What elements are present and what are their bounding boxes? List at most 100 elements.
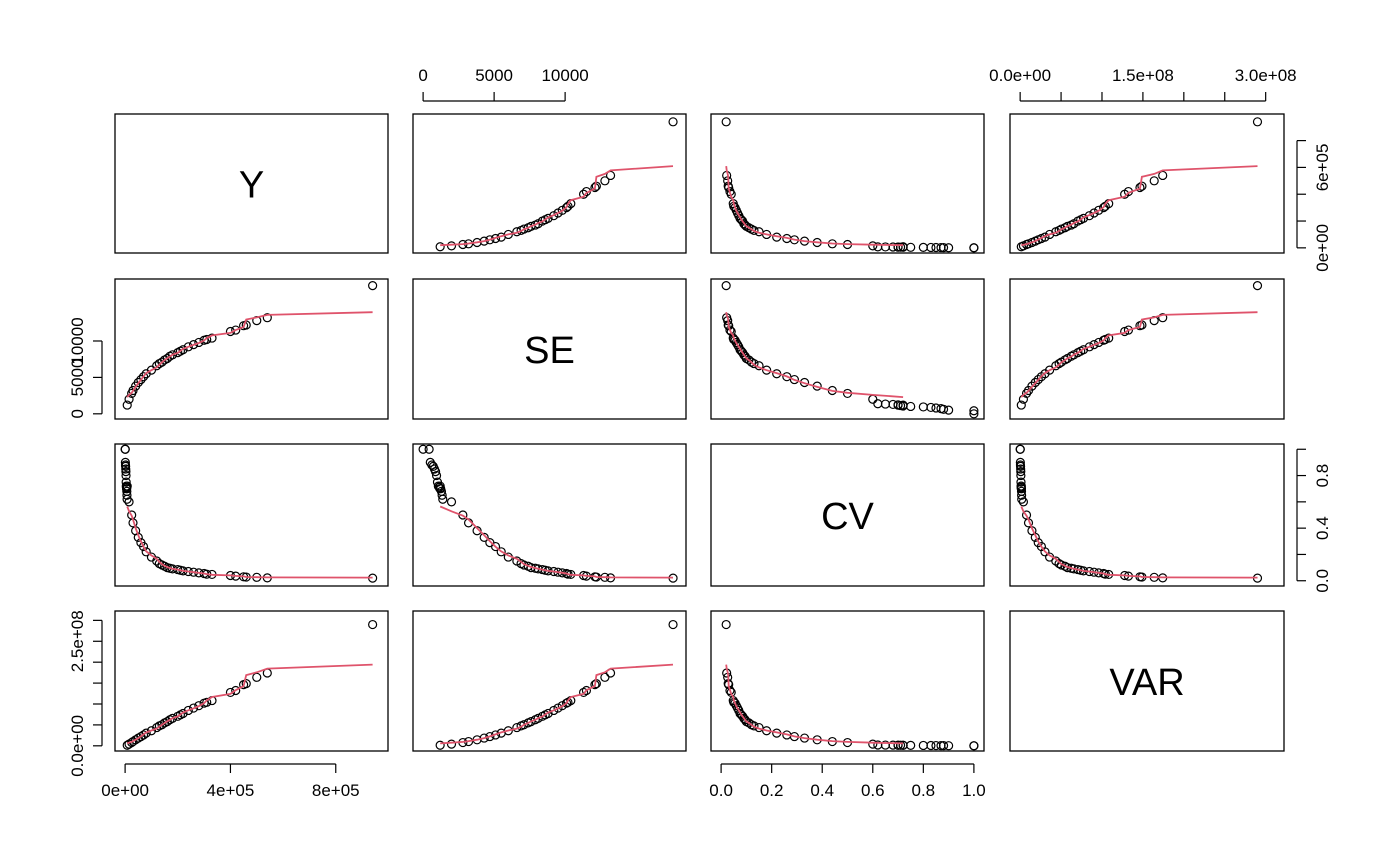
data-point (138, 730, 149, 740)
data-point (141, 728, 151, 738)
data-point (893, 400, 903, 410)
tick-label: 0.8 (1313, 464, 1332, 488)
panel-cv-vs-var (1009, 443, 1285, 587)
data-point (178, 345, 188, 355)
data-point (969, 741, 979, 751)
data-point (898, 242, 908, 252)
data-point (936, 741, 946, 751)
data-point (496, 547, 506, 557)
data-point (121, 461, 131, 471)
data-point (1021, 388, 1032, 399)
panel-frame (114, 610, 389, 752)
data-point (730, 698, 740, 708)
data-point (490, 541, 501, 552)
data-point (893, 740, 903, 750)
data-point (435, 740, 445, 750)
data-point (437, 490, 447, 500)
loess-smoother-line (725, 664, 904, 745)
variable-label-var: VAR (1109, 662, 1184, 704)
data-point (1252, 281, 1263, 291)
data-point (194, 701, 204, 711)
data-point (1252, 117, 1263, 127)
loess-smoother-line (126, 506, 373, 579)
data-point (1030, 377, 1040, 388)
tick-label: 0e+00 (101, 781, 149, 800)
data-point (1017, 494, 1027, 504)
data-point (1016, 464, 1026, 474)
axis-se: 0 5000 10000 (418, 66, 589, 102)
data-point (121, 470, 131, 481)
data-point (138, 541, 149, 552)
data-point (252, 672, 262, 682)
tick-label: 0.2 (760, 781, 784, 800)
panel-plot-area (721, 117, 979, 253)
data-point (122, 484, 132, 494)
data-point (1054, 559, 1064, 569)
data-point (1054, 225, 1064, 236)
panel-plot-area (418, 444, 678, 583)
data-point (1084, 211, 1094, 221)
tick-label: 5000 (475, 66, 513, 85)
variable-label-cv: CV (821, 496, 874, 538)
loess-smoother-line (1021, 165, 1258, 247)
data-point (141, 547, 151, 557)
data-point (736, 710, 746, 720)
data-point (131, 735, 141, 745)
panel-plot-area (120, 444, 378, 583)
panel-y-vs-y: Y (114, 113, 389, 254)
data-point (262, 313, 272, 323)
data-point (969, 409, 979, 419)
panel-frame (1009, 443, 1285, 587)
data-point (136, 374, 146, 385)
data-point (668, 117, 678, 127)
data-point (1016, 467, 1026, 477)
panel-plot-area (1016, 281, 1263, 410)
data-point (1015, 457, 1025, 468)
data-point (1015, 444, 1025, 454)
panel-plot-area (721, 281, 979, 419)
data-point (721, 619, 731, 630)
data-point (721, 281, 731, 291)
data-point (873, 399, 883, 409)
panel-se-vs-cv (710, 278, 985, 420)
loess-smoother-line (440, 663, 674, 745)
panel-var-vs-se (412, 610, 687, 752)
panel-plot-area (122, 619, 378, 750)
panel-cv-vs-cv: CV (710, 443, 985, 587)
data-point (1149, 176, 1159, 186)
tick-label: 0e+00 (1313, 224, 1332, 272)
data-point (183, 705, 193, 716)
data-point (430, 467, 441, 477)
panel-frame (114, 443, 389, 587)
data-point (931, 242, 941, 253)
panel-frame (114, 278, 389, 420)
loess-smoother-line (126, 663, 373, 745)
tick-label: 0.0e+00 (68, 715, 87, 777)
data-point (1045, 365, 1055, 375)
panel-frame (710, 443, 985, 587)
data-point (472, 526, 482, 536)
panel-frame (114, 113, 389, 254)
loess-smoother-line (725, 312, 904, 398)
data-point (438, 494, 448, 504)
data-point (1015, 461, 1026, 471)
tick-label: 3.0e+08 (1235, 66, 1297, 85)
tick-label: 6e+05 (1313, 144, 1332, 192)
tick-label: 1.5e+08 (1112, 66, 1174, 85)
panel-frame (1009, 610, 1285, 752)
data-point (563, 201, 573, 211)
tick-label: 10000 (541, 66, 588, 85)
tick-label: 10000 (68, 317, 87, 364)
variable-label-y: Y (239, 165, 264, 207)
data-point (241, 678, 251, 689)
data-point (543, 213, 553, 223)
data-point (931, 403, 941, 413)
axis-var_top: 0.0e+00 1.5e+08 3.0e+08 (989, 66, 1297, 102)
data-point (122, 494, 132, 504)
data-point (1016, 477, 1026, 487)
axis-y: 0e+00 4e+05 8e+05 (101, 763, 360, 800)
panel-var-vs-cv (710, 610, 985, 752)
panels-layer: Y SE CV VAR (114, 113, 1285, 752)
data-point (1084, 342, 1094, 352)
data-point (969, 406, 979, 416)
